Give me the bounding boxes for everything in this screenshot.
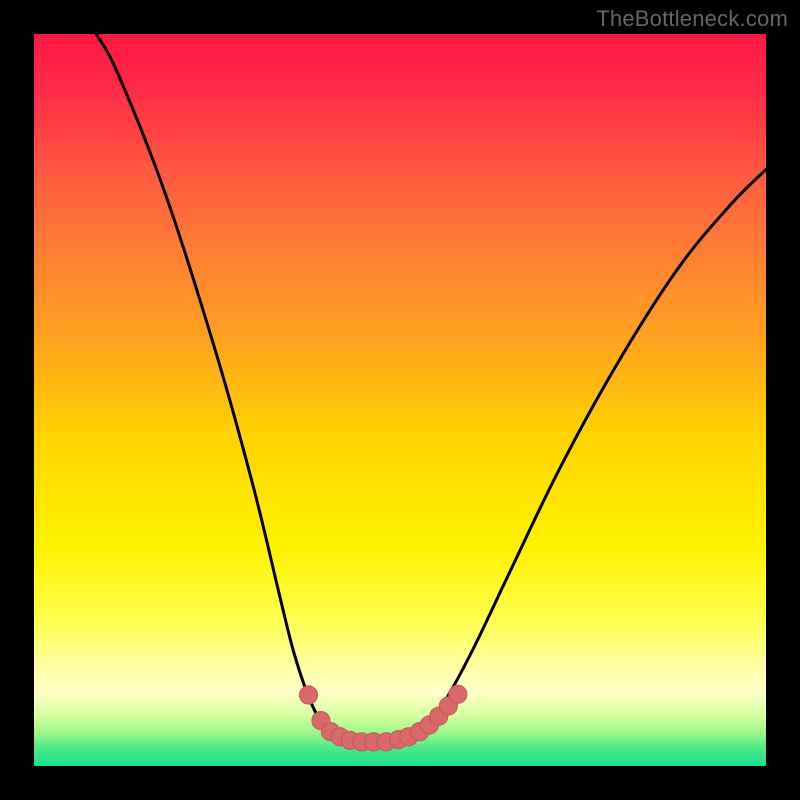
marker-dot [300,686,318,704]
trough-markers [300,685,467,751]
plot-area [34,34,766,766]
watermark-text: TheBottleneck.com [596,6,788,32]
marker-dot [449,685,467,703]
chart-overlay [34,34,766,766]
chart-stage: TheBottleneck.com [0,0,800,800]
v-curve [96,34,766,742]
